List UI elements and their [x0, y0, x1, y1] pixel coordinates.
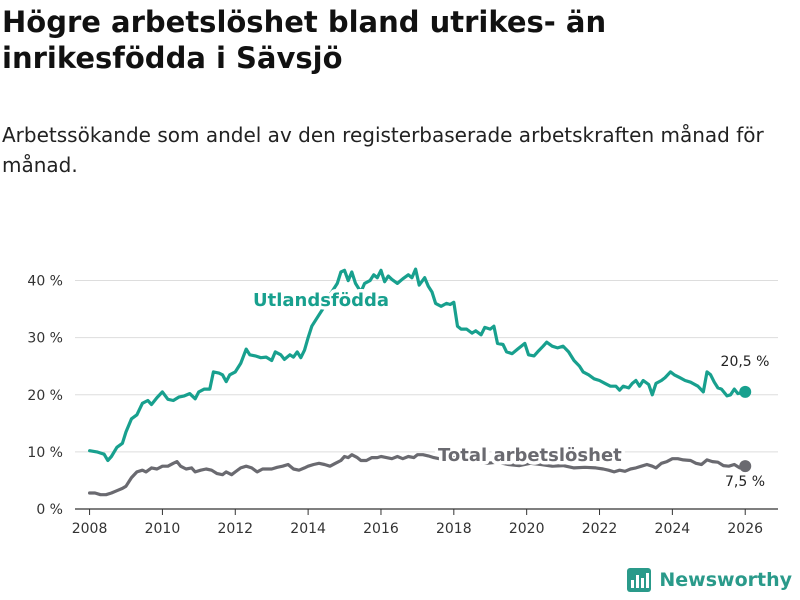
x-tick-label: 2026	[727, 521, 763, 537]
y-tick-label: 40 %	[27, 274, 63, 290]
series-line-utlandsfodda	[88, 267, 747, 463]
x-tick-label: 2010	[145, 521, 181, 537]
series-line-total	[88, 453, 747, 497]
end-label-utlandsfodda: 20,5 %	[721, 354, 770, 370]
y-tick-label: 30 %	[27, 331, 63, 347]
x-tick-label: 2022	[582, 521, 618, 537]
y-tick-label: 0 %	[36, 502, 63, 518]
x-tick-label: 2024	[655, 521, 691, 537]
x-tick-label: 2018	[436, 521, 472, 537]
chart-subtitle: Arbetssökande som andel av den registerb…	[2, 123, 764, 177]
end-label-total: 7,5 %	[725, 474, 765, 490]
series-endpoint-utlandsfodda	[739, 385, 752, 398]
newsworthy-brand: Newsworthy	[627, 568, 792, 592]
newsworthy-logo-icon	[627, 568, 652, 592]
y-tick-label: 20 %	[27, 388, 63, 404]
series-endpoint-total	[739, 460, 752, 473]
brand-name: Newsworthy	[659, 569, 792, 591]
x-tick-label: 2016	[363, 521, 399, 537]
series-labels: Utlandsfödda Total arbetslöshet 20,5 % 7…	[250, 287, 770, 491]
x-axis: 2008 2010 2012 2014 2016 2018 2020 2022 2024 2026	[72, 508, 778, 537]
x-tick-label: 2014	[290, 521, 326, 537]
series-label-utlandsfodda: Utlandsfödda	[253, 290, 389, 311]
series-label-total: Total arbetslöshet	[438, 445, 622, 466]
chart-title: Högre arbetslöshet bland utrikes- än inr…	[2, 5, 607, 75]
x-tick-label: 2012	[217, 521, 253, 537]
y-axis-ticks: 0 % 10 % 20 % 30 % 40 %	[27, 274, 63, 518]
x-tick-label: 2020	[509, 521, 545, 537]
gridlines	[75, 280, 778, 453]
y-tick-label: 10 %	[27, 445, 63, 461]
series-lines	[88, 267, 752, 497]
x-tick-label: 2008	[72, 521, 108, 537]
